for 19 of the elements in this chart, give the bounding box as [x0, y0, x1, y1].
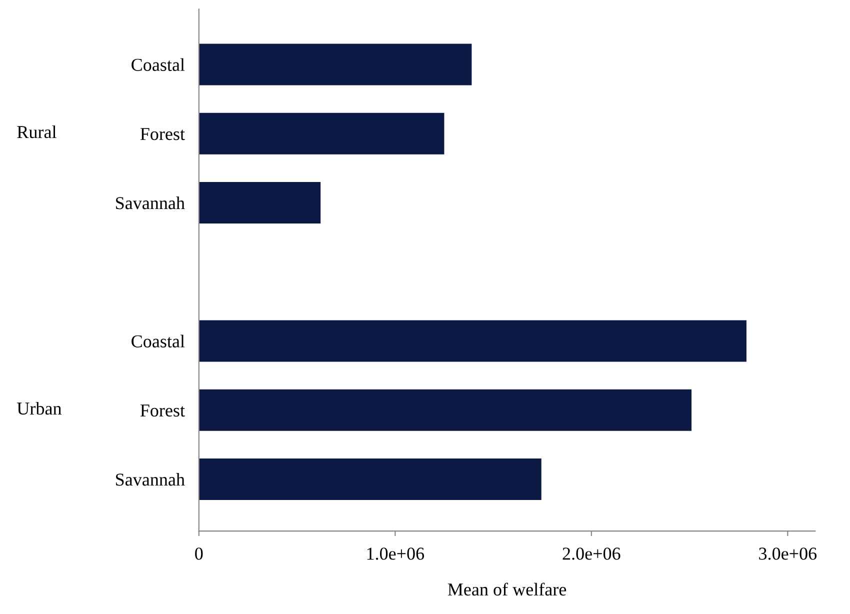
text: Rural	[17, 125, 56, 138]
y-tick-label: Coastal	[132, 58, 185, 71]
x-tick-label: 3.0e+06	[759, 548, 817, 560]
bar	[198, 182, 321, 224]
y-tick-label: Savannah	[116, 196, 185, 210]
bar	[198, 112, 444, 154]
bar	[198, 320, 746, 362]
x-tick-label: 2.0e+06	[562, 548, 620, 560]
y-tick-label: Forest	[140, 404, 185, 417]
bar	[198, 389, 692, 431]
bar	[198, 458, 542, 500]
bar	[198, 44, 472, 86]
x-tick-label: 0	[195, 548, 203, 560]
text: Urban	[17, 402, 62, 415]
y-tick-label: Forest	[140, 128, 185, 140]
x-axis-title: Mean of welfare	[448, 582, 566, 596]
x-tick-label: 1.0e+06	[367, 548, 424, 560]
y-tick-label: Coastal	[132, 334, 185, 348]
y-tick-label: Savannah	[116, 473, 185, 486]
